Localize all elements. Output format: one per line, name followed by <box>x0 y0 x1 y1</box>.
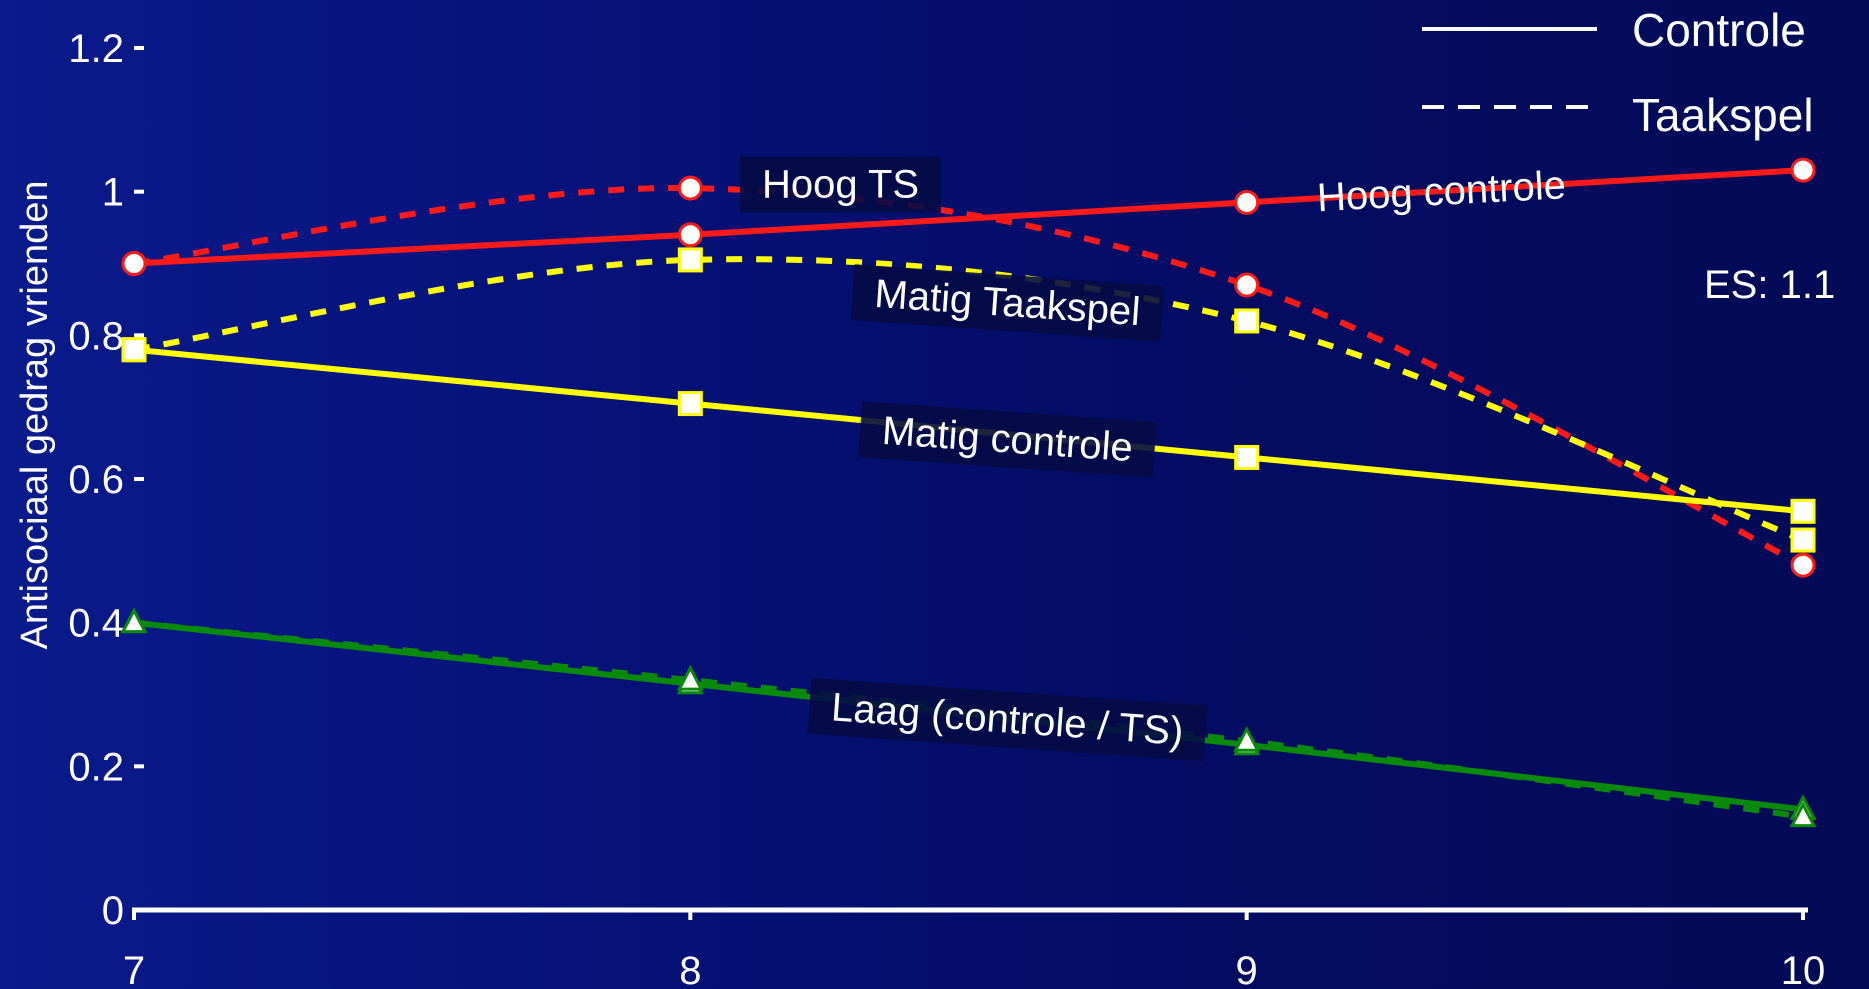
annotation-text: Matig Taakspel <box>873 272 1141 334</box>
markers-hoog-ts <box>121 175 1816 578</box>
data-point <box>1789 801 1817 828</box>
legend-label-taakspel: Taakspel <box>1632 89 1814 141</box>
series-line-hoog-controle <box>133 167 1804 267</box>
annot-laag: Laag (controle / TS) <box>807 677 1208 762</box>
legend: Controle Taakspel <box>1422 4 1814 141</box>
series-hoog-controle <box>133 167 1804 267</box>
annot-matig-controle: Matig controle <box>858 401 1157 478</box>
data-point <box>677 247 703 273</box>
y-tick-label: 0 <box>102 889 124 933</box>
x-tick-label: 7 <box>123 949 145 989</box>
x-ticks: 7 8 9 10 <box>123 910 1825 989</box>
annotation-box <box>858 401 1157 478</box>
series-line-matig-ts <box>133 256 1805 543</box>
data-point <box>677 391 703 417</box>
annotation-text: ES: 1.1 <box>1704 263 1835 307</box>
y-tick-label: 0.4 <box>68 602 124 646</box>
data-point <box>1234 308 1260 334</box>
axes: 0 0.2 0.4 0.6 0.8 1 1.2 7 8 9 10 Antisociaal gedr… <box>14 0 1825 989</box>
data-point <box>1790 498 1816 524</box>
y-ticks: 0 0.2 0.4 0.6 0.8 1 1.2 <box>68 27 144 933</box>
data-point <box>1790 552 1816 578</box>
x-tick-label: 10 <box>1781 949 1826 989</box>
data-point <box>1234 272 1260 298</box>
legend-label-controle: Controle <box>1632 4 1806 56</box>
y-axis-label: Antisociaal gedrag vrienden <box>14 181 56 650</box>
x-tick-label: 8 <box>679 949 701 989</box>
data-point <box>121 337 147 363</box>
data-point <box>1234 444 1260 470</box>
data-point <box>1234 189 1260 215</box>
annotation-box <box>739 156 941 213</box>
annotation-box <box>850 264 1165 342</box>
data-point <box>120 607 148 634</box>
x-tick-label: 9 <box>1236 949 1258 989</box>
markers-laag-ts <box>120 607 1817 828</box>
y-tick-label: 1 <box>102 171 124 215</box>
annot-hoog-ts: Hoog TS <box>739 156 941 213</box>
annotation-text: Hoog controle <box>1316 163 1567 220</box>
y-tick-label: 1.2 <box>68 27 124 71</box>
series-matig-ts <box>133 256 1805 543</box>
y-tick-label: 0.6 <box>68 458 124 502</box>
data-point <box>677 175 703 201</box>
markers-matig-ts <box>121 247 1816 553</box>
y-tick-label: 0.2 <box>68 745 124 789</box>
data-point <box>121 251 147 276</box>
data-point <box>1790 527 1816 553</box>
annot-hoog-controle: Hoog controle <box>1316 163 1567 220</box>
annot-matig-ts: Matig Taakspel <box>850 264 1165 342</box>
annotations: Hoog TS Hoog controle Matig Taakspel Matig … <box>739 156 1835 762</box>
data-point <box>1233 725 1261 752</box>
data-point <box>1790 157 1816 183</box>
data-point <box>677 222 703 248</box>
annotation-box <box>807 677 1208 762</box>
y-tick-label: 0.8 <box>68 314 124 358</box>
annot-es: ES: 1.1 <box>1704 263 1835 307</box>
data-point <box>676 664 704 691</box>
annotation-text: Hoog TS <box>762 163 919 207</box>
